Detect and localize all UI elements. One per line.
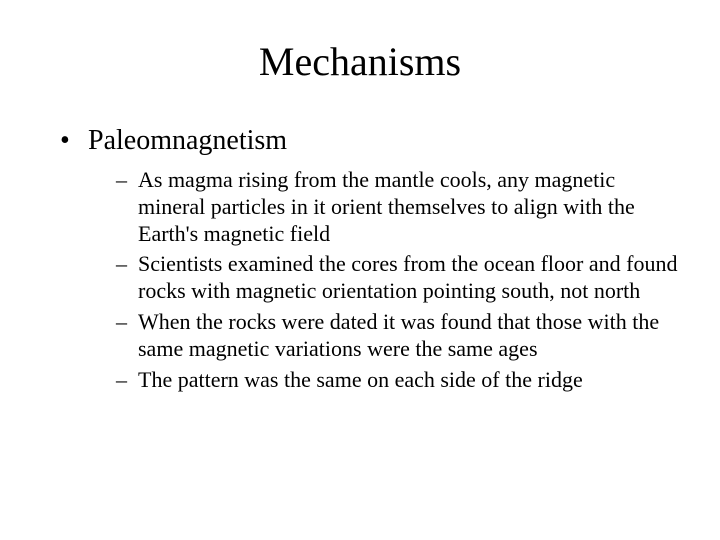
sub-bullet-text: Scientists examined the cores from the o… xyxy=(138,251,677,303)
slide-title: Mechanisms xyxy=(0,38,720,85)
list-item: As magma rising from the mantle cools, a… xyxy=(116,167,680,247)
list-item: The pattern was the same on each side of… xyxy=(116,367,680,394)
bullet-text: Paleomnagnetism xyxy=(88,125,287,156)
list-item: Scientists examined the cores from the o… xyxy=(116,251,680,305)
list-item: When the rocks were dated it was found t… xyxy=(116,309,680,363)
list-item: Paleomnagnetism As magma rising from the… xyxy=(60,125,680,394)
sub-bullet-text: As magma rising from the mantle cools, a… xyxy=(138,167,635,246)
sub-bullet-text: When the rocks were dated it was found t… xyxy=(138,309,659,361)
bullet-list-level1: Paleomnagnetism As magma rising from the… xyxy=(0,125,720,394)
sub-bullet-text: The pattern was the same on each side of… xyxy=(138,367,583,392)
bullet-list-level2: As magma rising from the mantle cools, a… xyxy=(88,167,680,394)
slide: Mechanisms Paleomnagnetism As magma risi… xyxy=(0,0,720,540)
